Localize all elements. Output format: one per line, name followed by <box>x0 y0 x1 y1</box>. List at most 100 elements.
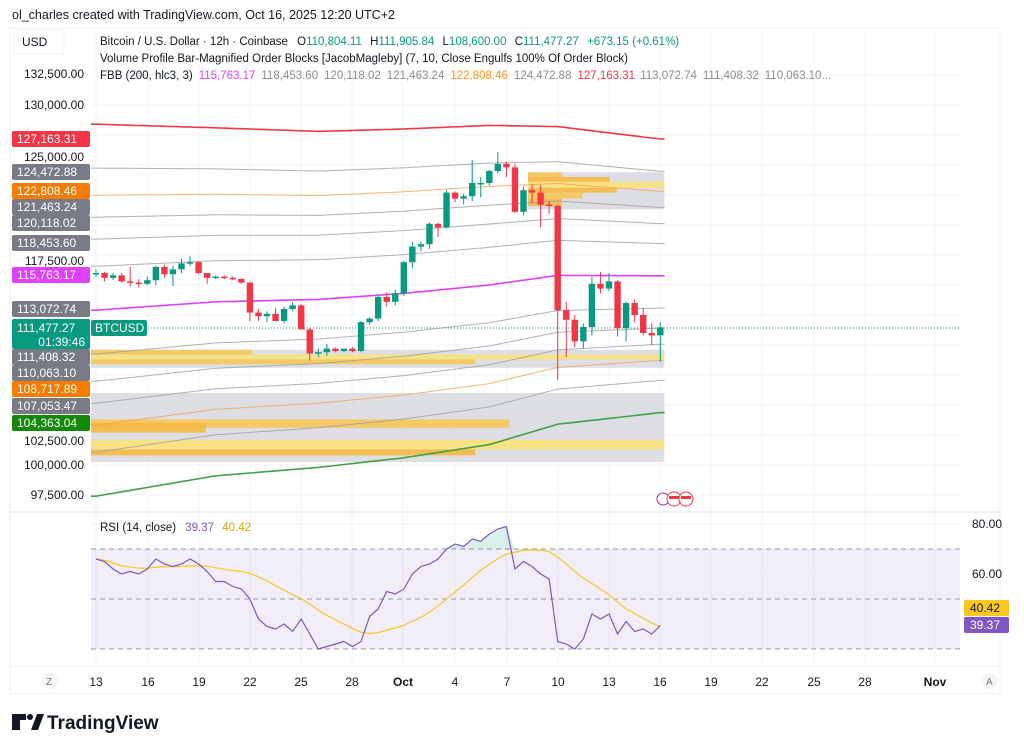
price-axis-label: 97,500.00 <box>31 488 85 502</box>
candle[interactable] <box>272 307 279 321</box>
candle[interactable] <box>238 277 245 284</box>
candle[interactable] <box>528 184 536 204</box>
candle[interactable] <box>229 276 236 281</box>
candle[interactable] <box>434 222 442 237</box>
candle[interactable] <box>255 309 262 321</box>
candle[interactable] <box>135 279 142 288</box>
candle[interactable] <box>477 177 484 198</box>
candle[interactable] <box>315 348 322 357</box>
symbol-tag-text: BTCUSD <box>95 321 145 335</box>
candle[interactable] <box>417 241 425 252</box>
candle[interactable] <box>203 273 211 284</box>
candle[interactable] <box>503 161 510 177</box>
candle[interactable] <box>657 322 664 362</box>
candle[interactable] <box>563 301 570 357</box>
candle[interactable] <box>622 301 630 342</box>
candle[interactable] <box>101 271 108 282</box>
candle[interactable] <box>357 321 365 353</box>
price-level-badge <box>12 365 90 381</box>
candle[interactable] <box>332 347 339 353</box>
candle[interactable] <box>212 275 219 279</box>
candle-body <box>409 246 416 263</box>
candle[interactable] <box>597 271 604 294</box>
time-axis[interactable]: 13 16 19 22 25 28 Oct 4 7 10 13 16 19 22 25 28 Nov <box>89 675 946 689</box>
candle-body <box>306 329 313 354</box>
candles[interactable] <box>92 151 664 380</box>
currency-button[interactable] <box>13 29 65 55</box>
candle[interactable] <box>494 151 502 174</box>
candle[interactable] <box>554 204 561 380</box>
candle[interactable] <box>537 185 544 228</box>
candle[interactable] <box>144 276 151 285</box>
candle-body <box>135 282 142 285</box>
candle[interactable] <box>118 273 125 283</box>
candle[interactable] <box>383 292 390 307</box>
candle[interactable] <box>614 280 621 337</box>
price-level-badge <box>12 381 90 397</box>
candle[interactable] <box>127 267 134 287</box>
candle[interactable] <box>511 163 519 213</box>
candle[interactable] <box>426 222 433 249</box>
candle-body <box>280 309 288 321</box>
zoom-button[interactable] <box>42 673 58 689</box>
candle[interactable] <box>169 265 177 287</box>
candle[interactable] <box>486 169 493 186</box>
candle[interactable] <box>460 193 467 205</box>
candle[interactable] <box>469 160 476 201</box>
candle[interactable] <box>451 191 459 203</box>
auto-scale-button[interactable] <box>982 673 998 689</box>
fbb-fib-line <box>91 343 665 404</box>
candle[interactable] <box>545 201 553 215</box>
candle[interactable] <box>109 273 117 281</box>
candle[interactable] <box>306 328 313 361</box>
price-level-badge-text: 108,717.89 <box>17 382 77 396</box>
candle[interactable] <box>580 323 587 349</box>
candle[interactable] <box>221 275 228 279</box>
indicator-volume-profile[interactable]: Volume Profile Bar-Magnified Order Block… <box>100 53 628 65</box>
candle-body <box>229 277 236 280</box>
candle[interactable] <box>161 264 168 278</box>
candle[interactable] <box>246 281 254 321</box>
candle[interactable] <box>631 299 638 323</box>
candle-body <box>315 352 322 354</box>
candle[interactable] <box>195 261 202 275</box>
events[interactable] <box>656 491 694 507</box>
candle[interactable] <box>409 241 416 269</box>
candle[interactable] <box>640 307 647 336</box>
candle-body <box>289 305 296 309</box>
candle[interactable] <box>520 186 527 216</box>
candle[interactable] <box>152 265 160 285</box>
candle-body <box>443 192 450 228</box>
candle[interactable] <box>374 294 382 321</box>
candle[interactable] <box>571 315 578 348</box>
indicator-fbb[interactable]: FBB (200, hlc3, 3) 115,763.17 118,453.60 12… <box>100 70 831 82</box>
candle[interactable] <box>92 269 100 277</box>
candle[interactable] <box>443 190 450 229</box>
candle[interactable] <box>392 289 399 306</box>
candle[interactable] <box>340 348 348 353</box>
candle[interactable] <box>289 301 296 312</box>
price-level-badge-text: 127,163.31 <box>17 132 77 146</box>
candle[interactable] <box>648 323 655 345</box>
fbb-value: 110,063.10... <box>765 70 831 82</box>
candle[interactable] <box>400 261 407 296</box>
candle[interactable] <box>323 343 331 356</box>
candle-body <box>580 327 587 342</box>
rsi-legend: RSI (14, close) 39.37 40.42 <box>100 522 251 534</box>
time-axis-label: 25 <box>807 675 821 689</box>
candle[interactable] <box>280 306 288 324</box>
fbb-value: 124,472.88 <box>514 70 572 82</box>
candle[interactable] <box>186 256 194 266</box>
logo-slash <box>31 714 44 730</box>
candle[interactable] <box>263 311 271 323</box>
candle[interactable] <box>588 276 596 336</box>
candle[interactable] <box>605 273 613 291</box>
candle[interactable] <box>298 304 305 330</box>
candle[interactable] <box>349 347 356 353</box>
candle[interactable] <box>366 317 373 325</box>
rsi-ma-badge <box>964 600 1009 616</box>
time-axis-label: 16 <box>141 675 155 689</box>
candle[interactable] <box>178 258 185 273</box>
price-axis[interactable]: 132,500.00 130,000.00 125,000.00 117,500.00… <box>24 67 84 502</box>
